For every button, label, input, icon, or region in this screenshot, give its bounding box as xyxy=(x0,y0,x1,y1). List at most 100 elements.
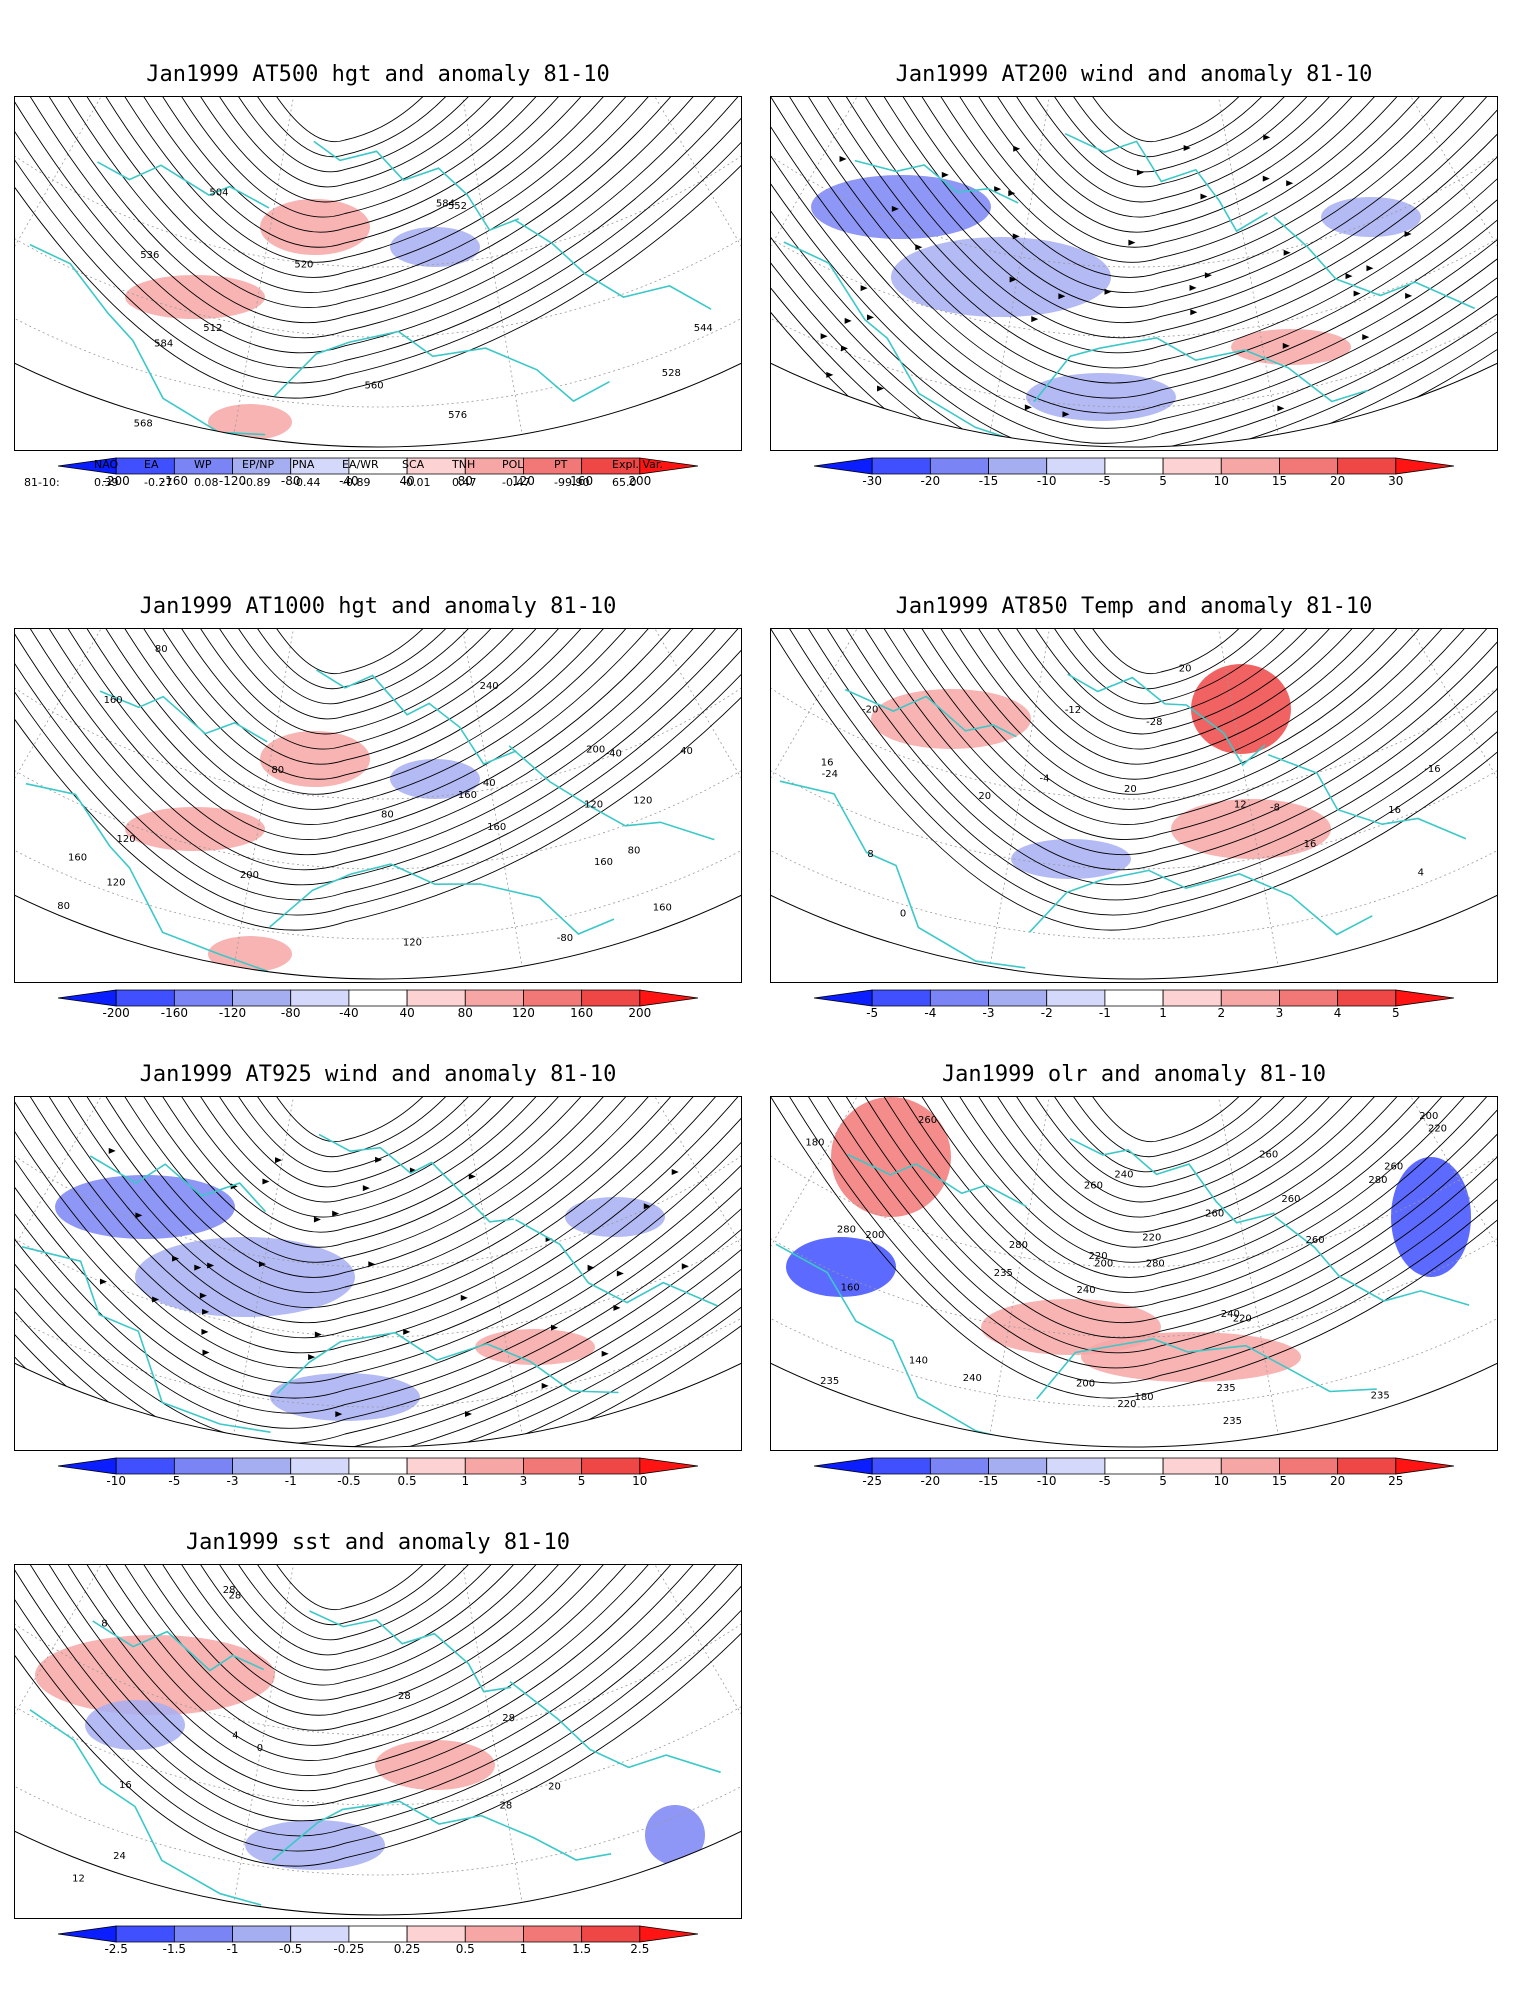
meridian xyxy=(377,97,741,337)
contour-line xyxy=(15,1097,741,1384)
streamline-arrow xyxy=(616,1270,624,1277)
contour-label: 20 xyxy=(978,791,991,802)
streamline-arrow xyxy=(587,1264,595,1271)
contour-label: 28 xyxy=(398,1691,411,1702)
streamline-arrow xyxy=(826,371,834,378)
colorbar-segment xyxy=(1220,1457,1280,1475)
contour-line xyxy=(947,629,1415,780)
streamline-arrow xyxy=(1189,284,1197,291)
contour-label: 240 xyxy=(1077,1285,1096,1296)
anomaly-shading xyxy=(125,275,265,319)
meridian xyxy=(989,97,1135,435)
contour-label: 235 xyxy=(1223,1416,1242,1427)
coastline xyxy=(1268,754,1467,840)
contour-line xyxy=(225,1565,487,1641)
index-value: 0.47 xyxy=(452,476,477,489)
anomaly-shading xyxy=(260,199,370,255)
streamline-arrow xyxy=(1128,239,1136,246)
contour-line xyxy=(244,1565,464,1626)
polar-map: 160 160 80 40 120 80 160 120 -40 -80 40 80 120 160 200… xyxy=(14,628,742,983)
contour-label: 552 xyxy=(448,201,467,212)
contour-label: 180 xyxy=(805,1138,824,1149)
colorbar-segment xyxy=(1395,989,1455,1007)
colorbar-tick-label: 40 xyxy=(399,1006,415,1020)
hemisphere-edge xyxy=(771,362,1497,448)
meridian xyxy=(377,629,523,967)
contour-label: 512 xyxy=(203,323,222,334)
contour-label: -24 xyxy=(822,769,838,780)
colorbar-tick-label: 0.5 xyxy=(455,1942,475,1956)
streamline-arrow xyxy=(362,1185,370,1192)
latitude-circle xyxy=(15,629,741,800)
colorbar-tick-label: -5 xyxy=(866,1006,879,1020)
streamline-arrow xyxy=(1104,288,1112,295)
streamline-arrow xyxy=(1404,230,1412,237)
contour-line xyxy=(225,1097,487,1173)
latitude-circle xyxy=(771,629,1497,800)
colorbar-tick-label: -20 xyxy=(920,474,941,488)
index-value: -0.89 xyxy=(342,476,371,489)
contour-line xyxy=(1060,97,1280,158)
contour-label: 0 xyxy=(257,1743,263,1754)
colorbar-tick-label: -10 xyxy=(1036,474,1057,488)
contour-line xyxy=(771,97,1497,444)
colorbar-tick-label: 15 xyxy=(1271,1474,1288,1488)
colorbar-tick-label: -1 xyxy=(1098,1006,1111,1020)
contour-line xyxy=(15,1565,741,1852)
contour-label: 120 xyxy=(106,877,125,888)
contour-label: 24 xyxy=(113,1851,126,1862)
colorbar: -25 -20 -15 -10 -5 5 10 15 20 25 xyxy=(813,1457,1455,1502)
contour-label: 8 xyxy=(867,849,873,860)
colorbar: -10 -5 -3 -1 -0.5 0.5 1 3 5 10 xyxy=(57,1457,699,1502)
anomaly-shading xyxy=(270,1373,420,1421)
colorbar-tick-label: 10 xyxy=(632,1474,648,1488)
streamline-arrow xyxy=(670,1402,678,1409)
meridian xyxy=(1133,629,1497,869)
contour-label: 160 xyxy=(458,790,477,801)
polar-map: 28 28 20 16 12 8 4 0 28 24 28 28 xyxy=(14,1564,742,1919)
colorbar-tick-label: 5 xyxy=(1159,1474,1167,1488)
colorbar-tick-label: 5 xyxy=(577,1474,586,1488)
latitude-circle xyxy=(771,97,1497,268)
contour-line xyxy=(263,1565,442,1610)
contour-label: 528 xyxy=(662,368,681,379)
streamline-arrow xyxy=(891,205,899,212)
polar-map: 16 16 20 -28 -20 -24 -16 -12 -8 -4 0 4 8 12 16 20 20 xyxy=(770,628,1498,983)
index-header: WP xyxy=(194,458,212,471)
contour-line xyxy=(93,1097,643,1278)
streamline-arrow xyxy=(541,1382,549,1389)
anomaly-shading xyxy=(831,1097,951,1217)
contour-line xyxy=(1060,1097,1280,1158)
contour-label: -40 xyxy=(606,748,622,759)
colorbar-segment xyxy=(1279,989,1339,1007)
meridian xyxy=(771,629,1135,869)
contour-label: 28 xyxy=(500,1800,513,1811)
meridian xyxy=(771,97,1135,337)
contour-label: 80 xyxy=(271,765,284,776)
contour-label: 20 xyxy=(1124,784,1137,795)
contour-line xyxy=(771,97,1497,447)
contour-label: -12 xyxy=(1065,705,1081,716)
contour-label: 260 xyxy=(918,1115,937,1126)
contour-label: 280 xyxy=(1009,1240,1028,1251)
contour-line xyxy=(928,97,1437,263)
index-row-label: 81-10: xyxy=(24,476,60,489)
contour-label: 220 xyxy=(1142,1232,1161,1243)
contour-label: 160 xyxy=(68,853,87,864)
streamline-arrow xyxy=(1190,309,1198,316)
coastline xyxy=(89,1155,267,1213)
contour-label: -4 xyxy=(1040,773,1050,784)
streamline-arrow xyxy=(262,1178,270,1185)
streamline-arrow xyxy=(1024,404,1032,411)
contour-line xyxy=(1079,629,1258,674)
streamline-arrow xyxy=(468,1173,476,1180)
colorbar-tick-label: 200 xyxy=(628,474,652,488)
contour-line xyxy=(17,97,733,339)
contour-label: -16 xyxy=(1424,764,1440,775)
colorbar-segment xyxy=(639,1925,699,1943)
colorbar-tick-label: 200 xyxy=(628,1006,652,1020)
polar-map: 504 512 520 528 536 544 552 560 568 576 584 584 xyxy=(14,96,742,451)
colorbar-segment xyxy=(115,989,175,1007)
streamline-arrow xyxy=(1345,273,1353,280)
streamline-arrow xyxy=(551,1324,559,1331)
